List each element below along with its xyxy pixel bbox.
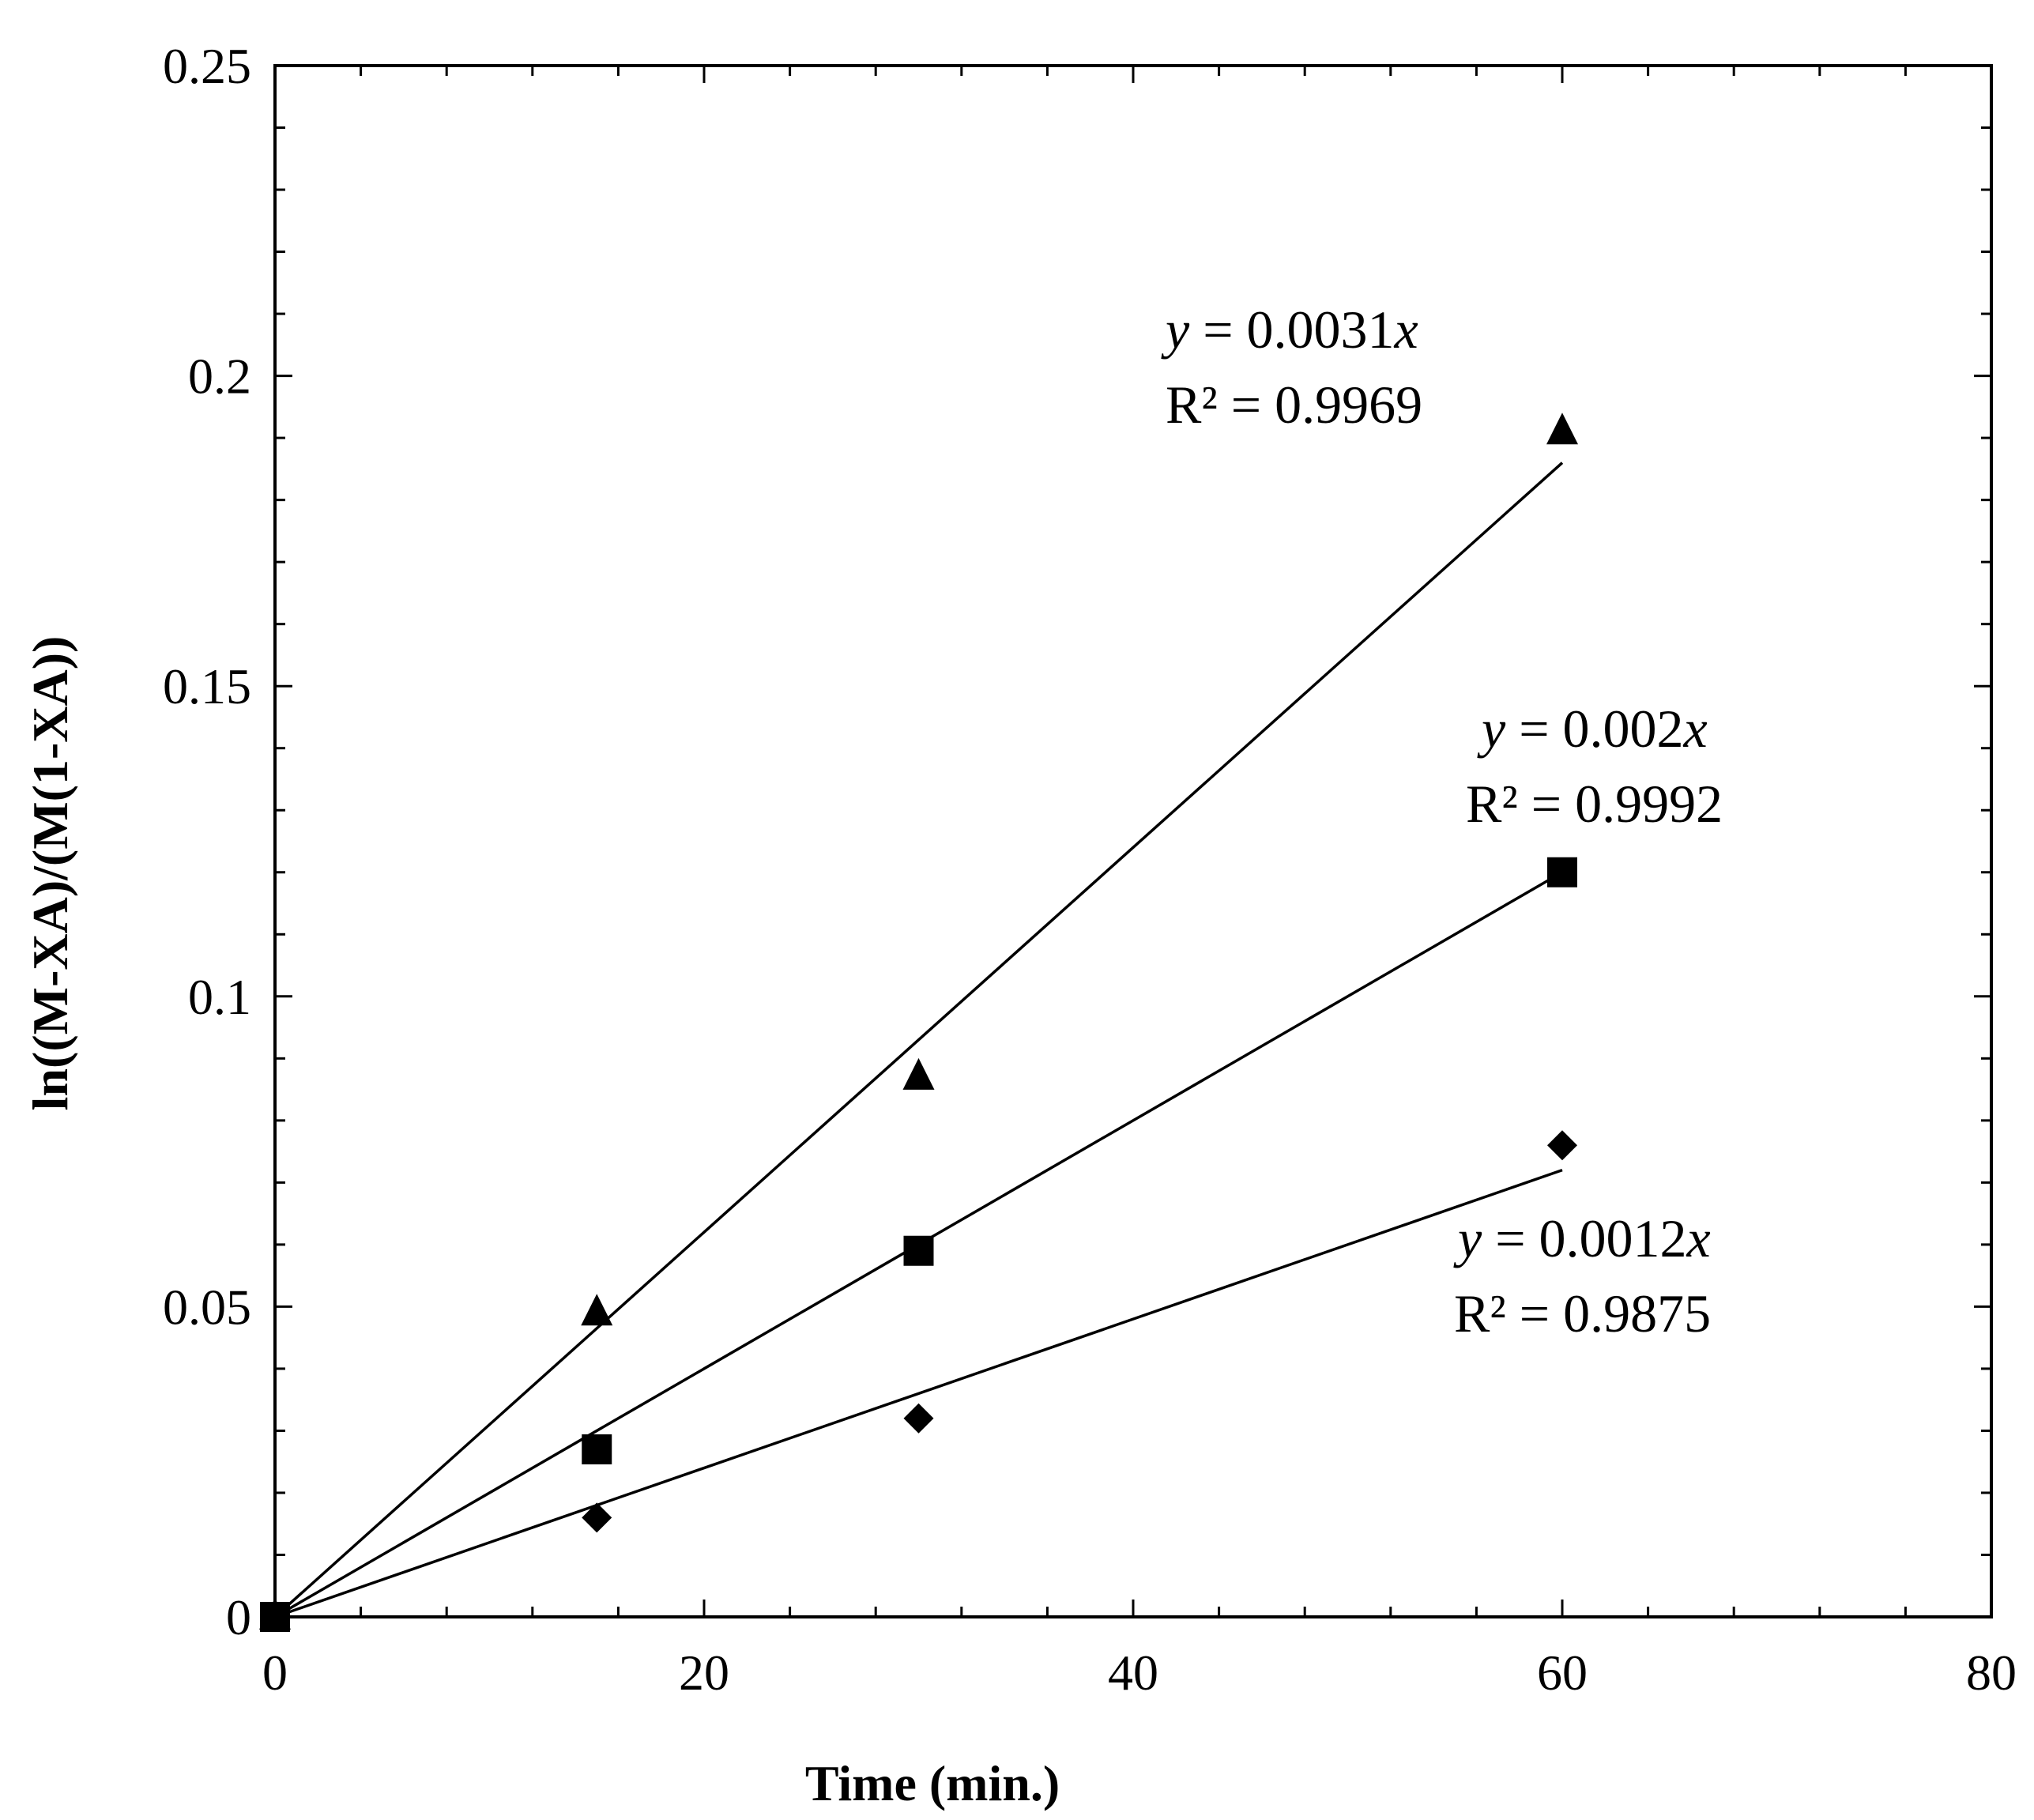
- data-point-square: [1547, 857, 1577, 887]
- r2-label-triangle: R² = 0.9969: [1166, 375, 1422, 435]
- y-tick-label: 0.15: [163, 658, 251, 714]
- data-point-square: [582, 1434, 612, 1464]
- trendline-diamond: [274, 1169, 1563, 1618]
- equation-label-triangle: y = 0.0031x: [1161, 300, 1418, 360]
- x-axis-title: Time (min.): [805, 1755, 1060, 1811]
- data-point-triangle: [902, 1057, 935, 1090]
- r2-label-diamond: R² = 0.9875: [1454, 1283, 1711, 1343]
- data-point-triangle: [581, 1294, 613, 1326]
- x-tick-label: 40: [1108, 1645, 1158, 1701]
- x-tick-label: 80: [1966, 1645, 2017, 1701]
- x-tick-label: 0: [262, 1645, 288, 1701]
- y-tick-label: 0.25: [163, 38, 251, 94]
- y-tick-label: 0.1: [188, 969, 251, 1025]
- data-point-diamond: [260, 1602, 290, 1632]
- data-point-triangle: [1546, 413, 1578, 445]
- data-point-square: [903, 1235, 934, 1266]
- y-tick-label: 0.05: [163, 1279, 251, 1335]
- data-point-diamond: [582, 1502, 612, 1533]
- annotations: y = 0.0031x R² = 0.9969 y = 0.002x R² = …: [1161, 300, 1723, 1343]
- chart-marks: 0 0.05 0.1 0.15 0.2 0.25 0 20 40 60 80: [163, 38, 2017, 1701]
- r2-label-square: R² = 0.9992: [1466, 774, 1723, 834]
- x-tick-label: 20: [679, 1645, 729, 1701]
- data-point-diamond: [1547, 1130, 1577, 1161]
- trendline-triangle: [273, 462, 1564, 1618]
- y-axis-title: ln((M-XA)/(M(1-XA)): [22, 636, 78, 1111]
- equation-label-diamond: y = 0.0012x: [1453, 1208, 1711, 1268]
- y-tick-label: 0: [226, 1589, 251, 1645]
- equation-label-square: y = 0.002x: [1477, 699, 1708, 759]
- data-point-diamond: [903, 1403, 934, 1434]
- y-tick-label: 0.2: [188, 349, 251, 405]
- x-tick-label: 60: [1537, 1645, 1588, 1701]
